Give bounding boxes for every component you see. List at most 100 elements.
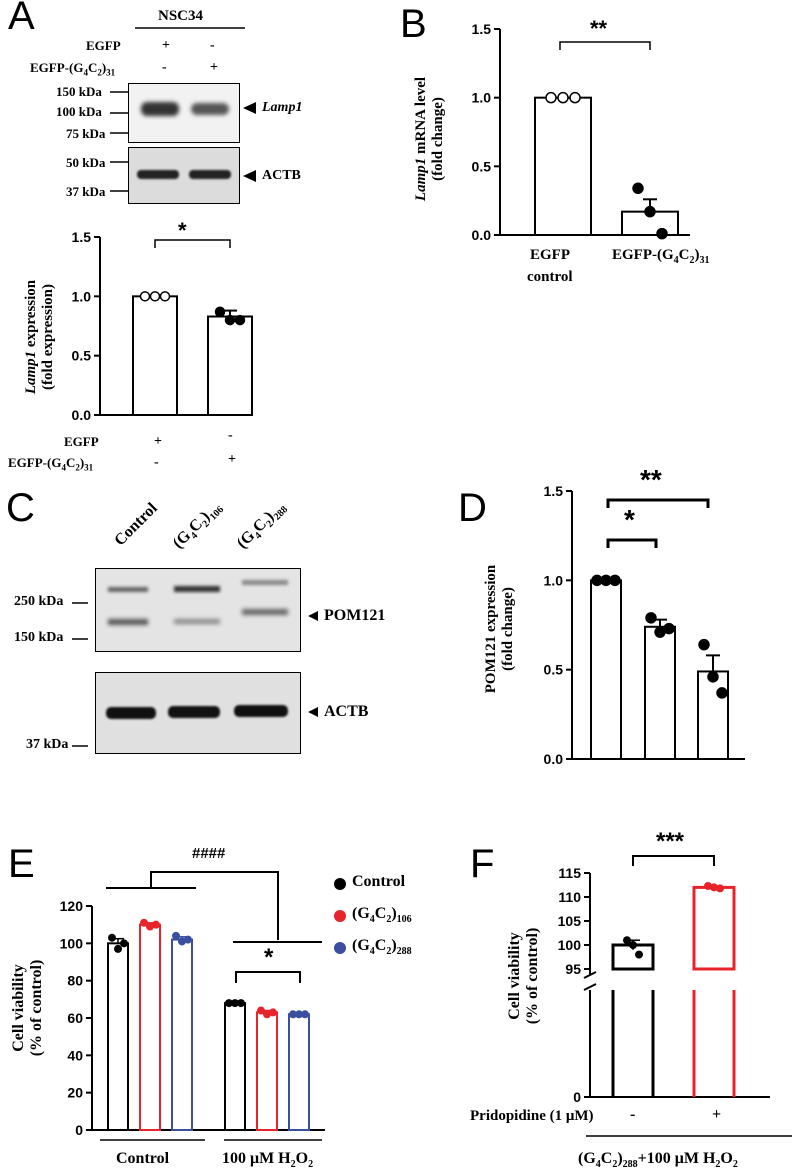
f-ytick-label: 110	[558, 889, 581, 905]
panel-a-row-g4c2-label: EGFP-(G4C2)31	[30, 60, 116, 78]
a-point	[159, 291, 171, 302]
b-ytick-label: 1.0	[472, 90, 492, 106]
e-hash-bracket	[150, 871, 279, 940]
panel-b-xlabel-g4c2: EGFP-(G4C2)31	[612, 247, 710, 266]
f-sig-bracket	[632, 855, 715, 866]
b-ytick-label: 0.5	[472, 158, 492, 174]
f-point	[629, 941, 637, 949]
f-ytick-label: 0	[573, 1089, 581, 1105]
panel-a-bottom-g4c2-label: EGFP-(G4C2)31	[8, 455, 94, 473]
panel-c-marker-250: 250 kDa	[14, 594, 64, 609]
panel-c-marker-37: 37 kDa	[26, 737, 69, 752]
panel-c-actb-blot	[95, 672, 301, 754]
panel-e-group-control: Control	[116, 1150, 170, 1167]
e-ytick-label: 0	[75, 1122, 83, 1138]
d-bar	[644, 625, 676, 761]
e-ytick-label: 80	[67, 973, 83, 989]
f-point	[704, 881, 712, 890]
panel-f-row-label: Pridopidine (1 μM)	[470, 1108, 594, 1124]
panel-b-xlabel-egfp: EGFP	[530, 247, 570, 263]
panel-d-sig2: **	[640, 464, 662, 495]
panel-d-sig1: *	[624, 504, 635, 535]
e-point	[237, 999, 245, 1008]
f-point	[710, 883, 718, 892]
a-point	[234, 314, 246, 326]
panel-f-significance: ***	[656, 828, 685, 855]
a-ytick-label: 1.5	[72, 229, 92, 245]
d-point	[707, 671, 719, 683]
panel-c-pom121-label: POM121	[324, 607, 386, 624]
panel-a-row-g4c2-lane1: -	[162, 60, 167, 75]
panel-a-bottom-egfp-lane1: +	[154, 434, 162, 449]
d-ytick-label: 0.0	[544, 751, 564, 767]
panel-a-row-g4c2-lane2: +	[210, 60, 218, 75]
a-ytick-label: 0.5	[72, 348, 92, 364]
e-point	[184, 935, 192, 944]
panel-a-actb-label: ACTB	[262, 168, 301, 183]
a-bar	[207, 315, 253, 416]
d-bar	[590, 579, 622, 760]
legend-label-106: (G4C2)106	[352, 905, 412, 926]
e-point	[146, 922, 154, 931]
b-point	[569, 91, 581, 104]
panel-a-cell-line: NSC34	[158, 8, 204, 24]
a-point	[149, 291, 161, 302]
e-point	[295, 1010, 303, 1019]
d-point	[698, 638, 710, 651]
panel-a-marker-100: 100 kDa	[56, 104, 102, 119]
f-ytick-label: 95	[565, 961, 581, 977]
e-point	[263, 1010, 271, 1019]
panel-c-pom121-blot	[95, 568, 301, 652]
d-bar	[697, 670, 729, 760]
panel-a-marker-37: 37 kDa	[66, 184, 106, 199]
panel-a-row-egfp-lane1: +	[162, 38, 170, 53]
d-ytick-label: 1.0	[544, 572, 564, 588]
e-point	[269, 1008, 277, 1017]
e-point	[289, 1010, 297, 1019]
b-point	[545, 91, 557, 104]
e-ytick-label: 120	[60, 898, 84, 914]
legend-dot-106	[334, 910, 346, 922]
a-bar	[132, 295, 178, 417]
a-sig-bracket	[154, 239, 231, 248]
a-point	[139, 291, 151, 302]
b-point	[644, 205, 656, 218]
panel-e-hash: ####	[192, 845, 226, 862]
e-point	[108, 933, 116, 942]
e-point	[120, 939, 128, 948]
e-point	[257, 1006, 265, 1015]
a-point	[224, 314, 236, 326]
panel-c-actb-label: ACTB	[324, 703, 369, 720]
panel-b-significance: **	[590, 16, 608, 41]
panel-a-lamp1-blot	[128, 83, 240, 143]
f-axis-break-2	[583, 983, 597, 991]
f-point	[635, 950, 643, 959]
panel-a-marker-50: 50 kDa	[66, 155, 106, 170]
d-ytick-label: 0.5	[544, 662, 564, 678]
e-point	[178, 937, 186, 946]
e-ytick-label: 40	[67, 1047, 83, 1063]
d-ytick-label: 1.5	[544, 483, 564, 499]
a-ytick-label: 1.0	[72, 288, 92, 304]
e-point	[114, 944, 122, 953]
panel-e-star: *	[264, 944, 274, 971]
panel-f-row-minus: -	[630, 1106, 636, 1123]
b-ytick-label: 1.5	[472, 21, 492, 37]
a-ytick-label: 0.0	[72, 407, 92, 423]
f-point	[623, 936, 631, 945]
e-ytick-label: 60	[67, 1010, 83, 1026]
panel-d-letter: D	[458, 486, 487, 530]
panel-a-row-egfp-lane2: -	[210, 38, 215, 53]
panel-a-marker-150: 150 kDa	[56, 84, 102, 99]
panel-a-bottom-egfp-label: EGFP	[64, 434, 99, 449]
legend-dot-control	[334, 878, 346, 890]
panel-a-letter: A	[8, 0, 35, 38]
d-point	[716, 687, 728, 699]
panel-c-letter: C	[6, 486, 35, 530]
